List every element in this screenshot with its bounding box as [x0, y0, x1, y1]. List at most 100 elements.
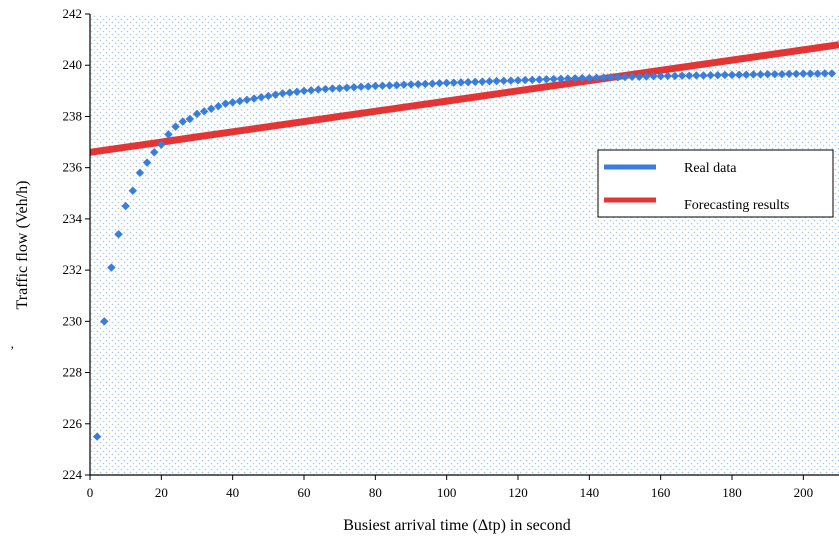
x-tick-label: 160	[651, 485, 671, 500]
real-data-point	[706, 71, 715, 80]
real-data-point	[92, 432, 102, 441]
x-tick-label: 80	[369, 485, 382, 500]
real-data-point	[449, 78, 458, 87]
real-data-point	[784, 69, 794, 79]
real-data-point	[799, 69, 808, 78]
y-tick-label: 232	[63, 262, 83, 277]
y-axis-ticks: 224 226 228 230 232 234 236 238 240 242	[63, 6, 90, 482]
real-data-point	[627, 72, 637, 81]
y-tick-label: 228	[63, 365, 83, 380]
real-data-point	[471, 77, 480, 87]
real-data-point	[656, 72, 665, 81]
forecasting-results-line	[89, 41, 839, 156]
real-data-point	[164, 130, 173, 139]
real-data-point	[413, 79, 423, 89]
real-data-point	[670, 71, 680, 81]
real-data-point	[456, 78, 466, 87]
y-tick-label: 224	[63, 467, 83, 482]
x-tick-label: 40	[226, 485, 239, 500]
real-data-point	[299, 86, 309, 96]
real-data-point	[820, 69, 829, 78]
y-axis-title: Traffic flow (Veh/h)	[14, 181, 31, 310]
legend-box	[597, 149, 834, 218]
real-data-point	[463, 77, 473, 87]
real-data-point	[642, 72, 651, 81]
real-data-point	[506, 76, 516, 85]
real-data-point	[278, 89, 287, 98]
y-tick-label: 234	[63, 211, 83, 226]
real-data-point	[107, 263, 116, 272]
real-data-point	[649, 72, 658, 81]
x-tick-label: 120	[508, 485, 528, 500]
real-data-point	[606, 73, 615, 82]
real-data-point	[749, 70, 758, 79]
real-data-point	[635, 72, 644, 81]
x-tick-label: 60	[298, 485, 311, 500]
legend: Real data Forecasting results	[597, 149, 834, 218]
real-data-point	[685, 71, 694, 80]
y-tick-label: 240	[63, 57, 83, 72]
real-data-point	[364, 82, 373, 91]
real-data-point	[249, 94, 259, 103]
real-data-point	[520, 75, 530, 85]
real-data-point	[677, 71, 687, 80]
real-data-point	[570, 74, 580, 83]
y-tick-label: 230	[63, 313, 83, 328]
real-data-point	[478, 77, 487, 86]
real-data-point	[378, 81, 387, 90]
real-data-point	[178, 117, 187, 126]
real-data-point	[171, 122, 180, 131]
real-data-point	[185, 114, 195, 124]
real-data-point	[128, 186, 137, 195]
real-data-point	[285, 88, 294, 97]
real-data-point	[100, 317, 109, 326]
real-data-point	[214, 102, 223, 111]
real-data-point	[763, 69, 772, 79]
real-data-point	[777, 69, 787, 79]
x-axis-title: Busiest arrival time (Δtp) in second	[343, 517, 571, 534]
real-data-point	[742, 70, 751, 79]
real-data-point	[549, 74, 558, 84]
real-data-point	[207, 104, 216, 113]
real-data-point	[599, 73, 608, 82]
real-data-point	[392, 80, 401, 90]
x-tick-label: 140	[580, 485, 600, 500]
real-data-point	[734, 70, 744, 79]
real-data-point	[542, 75, 551, 84]
x-tick-label: 200	[794, 485, 814, 500]
real-data-point	[727, 70, 737, 80]
real-data-point	[620, 72, 630, 82]
real-data-point	[221, 99, 230, 108]
real-data-point	[492, 76, 501, 86]
x-tick-label: 180	[722, 485, 742, 500]
real-data-point	[806, 69, 815, 78]
real-data-series	[92, 69, 837, 441]
real-data-point	[813, 69, 822, 78]
real-data-point	[756, 70, 765, 79]
real-data-point	[428, 79, 437, 88]
y-tick-label: 226	[63, 416, 83, 431]
x-tick-label: 0	[87, 485, 94, 500]
real-data-point	[314, 85, 323, 94]
real-data-point	[242, 95, 252, 104]
real-data-point	[142, 158, 152, 167]
real-data-point	[535, 75, 544, 84]
real-data-point	[321, 84, 330, 94]
plot-area	[90, 14, 839, 475]
real-data-point	[399, 80, 409, 89]
real-data-point	[528, 75, 537, 85]
real-data-point	[421, 79, 430, 89]
real-data-point	[442, 78, 451, 88]
legend-label-real-data: Real data	[684, 161, 737, 176]
y-tick-label: 242	[63, 6, 83, 21]
real-data-point	[271, 90, 280, 99]
real-data-point	[578, 73, 587, 83]
real-data-point	[556, 74, 565, 83]
real-data-point	[121, 201, 130, 211]
x-tick-label: 20	[155, 485, 168, 500]
y-tick-label: 236	[63, 160, 83, 175]
real-data-point	[235, 96, 244, 106]
x-tick-label: 100	[437, 485, 457, 500]
real-data-point	[435, 78, 444, 88]
